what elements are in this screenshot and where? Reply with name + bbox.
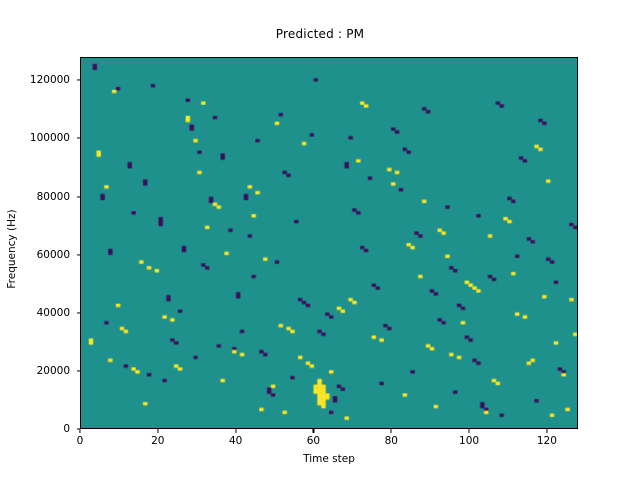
x-tick-label: 120 [536, 435, 557, 447]
x-tick-label: 0 [76, 435, 84, 447]
x-tick-mark [468, 429, 470, 433]
y-axis-label: Frequency (Hz) [6, 209, 18, 289]
heatmap-axes[interactable] [80, 57, 578, 429]
y-tick-label: 0 [63, 423, 70, 435]
x-tick-label: 60 [306, 435, 321, 447]
x-tick-mark [79, 429, 81, 433]
y-tick-label: 20000 [36, 364, 70, 377]
y-tick-label: 120000 [29, 74, 70, 87]
heatmap-image [81, 58, 577, 428]
x-tick-mark [390, 429, 392, 433]
x-tick-mark [157, 429, 159, 433]
x-tick-label: 40 [228, 435, 243, 447]
x-tick-mark [235, 429, 237, 433]
x-tick-mark [546, 429, 548, 433]
x-axis-label: Time step [303, 453, 355, 465]
x-tick-label: 20 [151, 435, 165, 447]
x-tick-label: 100 [459, 435, 480, 447]
x-tick-label: 80 [384, 435, 398, 447]
y-tick-label: 100000 [29, 132, 70, 145]
x-tick-mark [312, 429, 314, 433]
chart-title: Predicted : PM [275, 27, 365, 41]
